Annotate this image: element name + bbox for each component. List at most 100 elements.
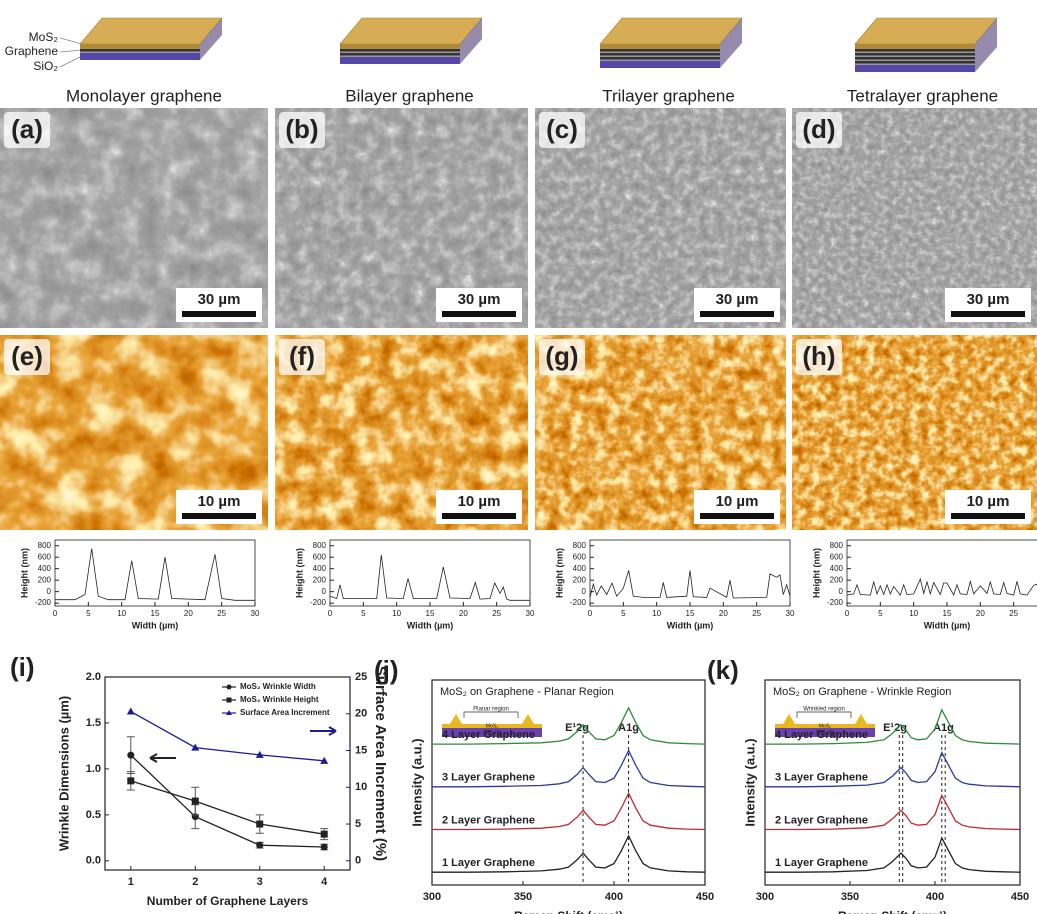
panel-label: (k) [707,655,739,685]
scale-bar-label: 30 µm [198,291,241,308]
mos2-side [340,44,460,49]
legend-marker [227,685,232,690]
y-tick-label: 0 [582,587,587,596]
x-tick-label: 400 [926,891,944,903]
series-label: 2 Layer Graphene [442,814,535,826]
marker [256,842,263,849]
panel-label: (d) [802,114,835,144]
x-tick-label: 25 [1009,609,1018,618]
x-tick-label: 10 [909,609,918,618]
legend-label: Surface Area Increment [240,708,330,717]
series-label: 3 Layer Graphene [442,772,535,784]
x-tick-label: 2 [192,876,198,888]
scale-bar-label: 10 µm [716,493,759,510]
layer-stack [855,18,997,72]
x-tick-label: 450 [696,891,714,903]
y2-tick-label: 0 [355,855,361,867]
scale-bar [951,311,1025,317]
leader-line [60,38,82,44]
x-axis-label: Width (µm) [667,620,714,630]
column-title: Monolayer graphene [66,86,222,105]
series-label: 4 Layer Graphene [775,729,868,741]
series-label: 4 Layer Graphene [442,729,535,741]
gap [80,52,200,54]
x-tick-label: 1 [128,876,134,888]
x-tick-label: 450 [1011,891,1029,903]
y2-axis-label: Surface Area Increment (%) [372,666,389,861]
panel-label: (g) [545,341,578,371]
inset-bracket [797,712,851,718]
sio2-layer [80,53,200,60]
panel-label: (i) [10,652,35,682]
y-tick-label: 600 [313,552,327,561]
y-tick-label: 600 [573,552,587,561]
graphene-layer [855,61,975,64]
y-axis-label: Intensity (a.u.) [742,738,757,826]
x-axis-label: Width (µm) [132,620,179,630]
panel-label: (h) [802,341,835,371]
series-label: 1 Layer Graphene [775,857,868,869]
scale-bar-label: 10 µm [198,493,241,510]
panel-label: (c) [546,114,578,144]
column-title: Tetralayer graphene [847,86,998,105]
inset-label: Wrinkled region [803,707,845,713]
x-tick-label: 15 [426,609,435,618]
chart-title: MoS₂ on Graphene - Wrinkle Region [773,686,951,698]
figure: MoS₂GrapheneSiO₂Monolayer graphene(a)30 … [0,0,1037,914]
y-tick-label: 0.0 [86,855,101,867]
mos2-top [600,18,742,44]
x-tick-label: 20 [459,609,468,618]
x-tick-label: 4 [321,876,328,888]
legend-marker [227,698,232,703]
y-axis-label: Height (nm) [294,548,304,598]
scale-bar [182,311,256,317]
data-line [55,549,255,601]
sio2-layer [340,57,460,64]
y-axis-label: Intensity (a.u.) [409,738,424,826]
x-tick-label: 5 [878,609,883,618]
x-tick-label: 15 [943,609,952,618]
graphene-layer [855,53,975,56]
graphene-layer [600,49,720,52]
y-tick-label: 400 [830,564,844,573]
plot-frame [330,540,530,606]
x-tick-label: 30 [251,609,260,618]
y-tick-label: 600 [38,552,52,561]
axis-arrow-right [310,727,336,735]
scale-bar-label: 30 µm [716,291,759,308]
gap [855,56,975,58]
y-tick-label: 400 [38,564,52,573]
y2-tick-label: 10 [355,781,367,793]
x-axis-label: Number of Graphene Layers [147,894,309,908]
inset-bracket [464,712,518,718]
panel-label: (b) [285,114,318,144]
y-tick-label: 400 [573,564,587,573]
y-axis-label: Height (nm) [554,548,564,598]
x-tick-label: 20 [719,609,728,618]
x-tick-label: 350 [841,891,859,903]
series-label: 3 Layer Graphene [775,772,868,784]
plot-frame [105,677,350,870]
x-tick-label: 15 [686,609,695,618]
y-tick-label: 0 [839,587,844,596]
x-axis-label: Width (µm) [924,620,971,630]
y-tick-label: -200 [35,598,52,607]
gap [600,56,720,58]
x-axis-label: Width (µm) [407,620,454,630]
panel-label: (e) [11,341,43,371]
series-label: 2 Layer Graphene [775,814,868,826]
data-line [131,755,324,847]
scale-bar-label: 10 µm [458,493,501,510]
graphene-layer [80,49,200,52]
column-title: Bilayer graphene [345,86,474,105]
y-axis-label: Height (nm) [811,548,821,598]
x-tick-label: 20 [184,609,193,618]
gap [855,60,975,62]
scale-bar-label: 30 µm [967,291,1010,308]
marker [127,708,135,715]
y-tick-label: 400 [313,564,327,573]
marker [256,821,263,828]
graphene-layer [855,57,975,60]
plot-frame [55,540,255,606]
mos2-top [340,18,482,44]
